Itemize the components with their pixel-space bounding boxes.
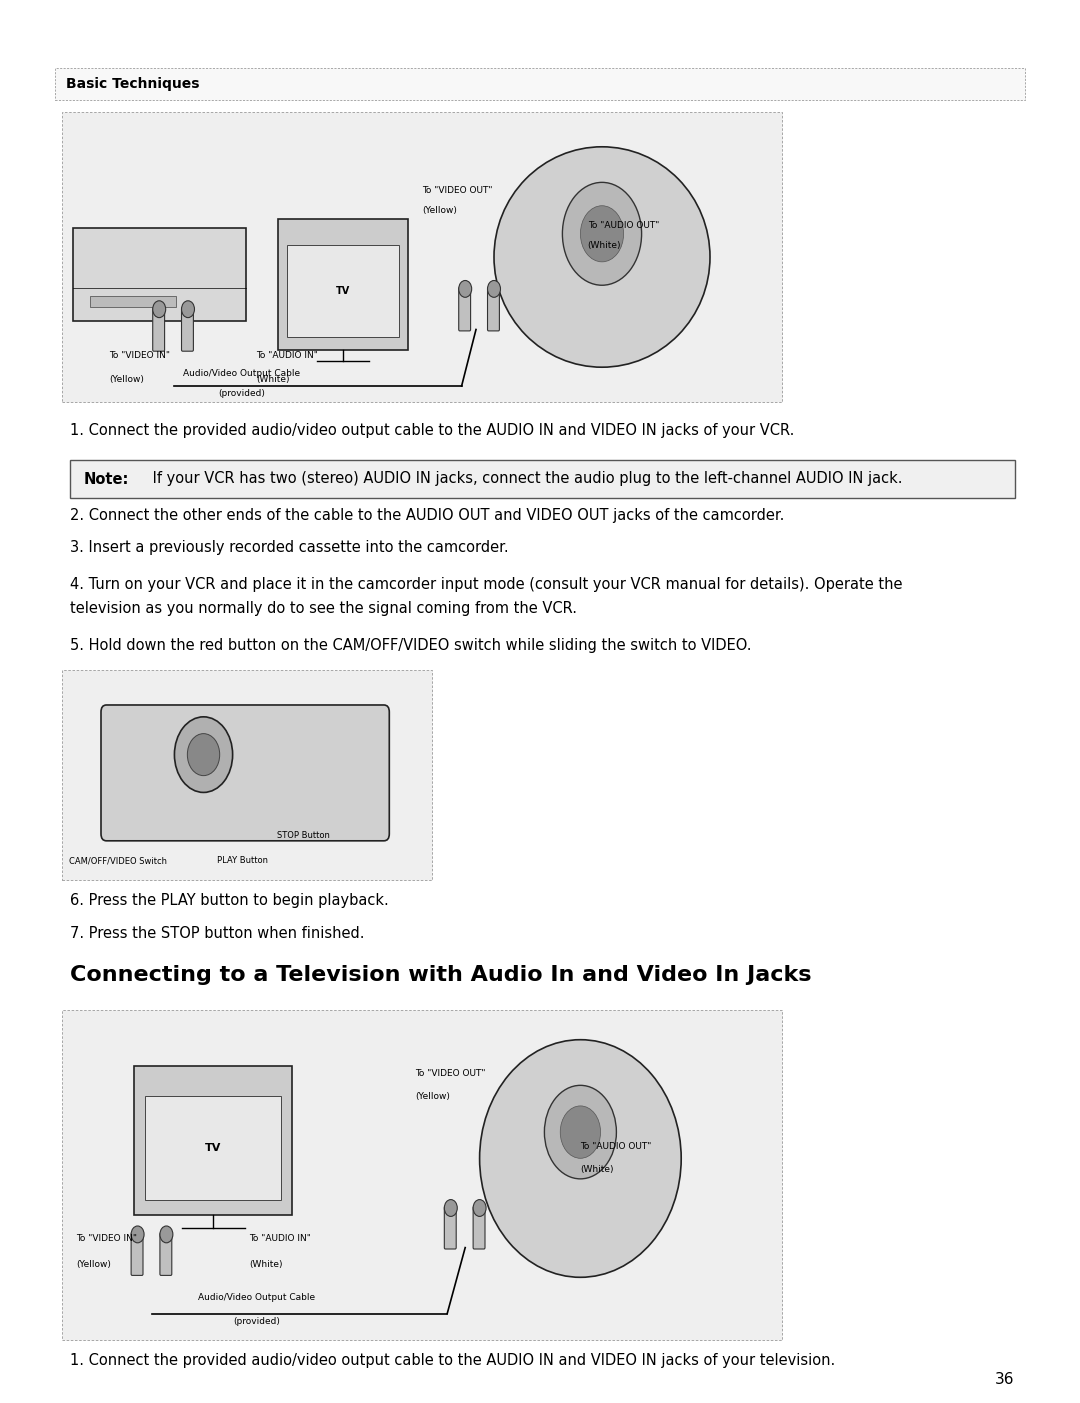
Text: Basic Techniques: Basic Techniques	[66, 77, 200, 91]
Text: TV: TV	[205, 1143, 221, 1153]
Text: (White): (White)	[256, 375, 289, 383]
FancyBboxPatch shape	[459, 288, 471, 331]
Text: Note:: Note:	[83, 471, 129, 487]
Text: To "AUDIO IN": To "AUDIO IN"	[256, 352, 319, 361]
FancyBboxPatch shape	[160, 1233, 172, 1275]
Text: STOP Button: STOP Button	[276, 831, 329, 840]
Text: (Yellow): (Yellow)	[109, 375, 144, 383]
Circle shape	[544, 1086, 617, 1179]
FancyBboxPatch shape	[62, 1010, 782, 1340]
Circle shape	[473, 1200, 486, 1216]
Text: To "AUDIO OUT": To "AUDIO OUT"	[588, 222, 659, 230]
Circle shape	[187, 734, 219, 776]
Text: 1. Connect the provided audio/video output cable to the AUDIO IN and VIDEO IN ja: 1. Connect the provided audio/video outp…	[70, 422, 795, 438]
Text: TV: TV	[336, 286, 350, 296]
Bar	[72, 229, 245, 321]
Circle shape	[131, 1226, 144, 1243]
Text: To "VIDEO OUT": To "VIDEO OUT"	[422, 187, 492, 195]
Circle shape	[181, 300, 194, 317]
FancyBboxPatch shape	[70, 460, 1015, 498]
Text: Connecting to a Television with Audio In and Video In Jacks: Connecting to a Television with Audio In…	[70, 965, 812, 985]
Bar	[287, 246, 399, 337]
Text: Audio/Video Output Cable: Audio/Video Output Cable	[184, 369, 300, 377]
Text: 4. Turn on your VCR and place it in the camcorder input mode (consult your VCR m: 4. Turn on your VCR and place it in the …	[70, 578, 903, 592]
Text: To "VIDEO IN": To "VIDEO IN"	[109, 352, 170, 361]
Text: (provided): (provided)	[233, 1316, 280, 1326]
Text: (White): (White)	[588, 241, 621, 250]
Text: 7. Press the STOP button when finished.: 7. Press the STOP button when finished.	[70, 926, 365, 941]
Text: 2. Connect the other ends of the cable to the AUDIO OUT and VIDEO OUT jacks of t: 2. Connect the other ends of the cable t…	[70, 508, 784, 522]
Bar	[145, 1096, 281, 1200]
Text: 36: 36	[995, 1372, 1014, 1388]
Text: (White): (White)	[249, 1260, 283, 1270]
Bar	[90, 296, 176, 307]
Circle shape	[561, 1106, 600, 1159]
Text: (Yellow): (Yellow)	[415, 1092, 449, 1101]
FancyBboxPatch shape	[102, 704, 389, 840]
Text: To "VIDEO OUT": To "VIDEO OUT"	[415, 1069, 485, 1078]
Text: CAM/OFF/VIDEO Switch: CAM/OFF/VIDEO Switch	[69, 856, 167, 866]
Text: Audio/Video Output Cable: Audio/Video Output Cable	[198, 1294, 315, 1302]
FancyBboxPatch shape	[55, 67, 1025, 100]
Text: 6. Press the PLAY button to begin playback.: 6. Press the PLAY button to begin playba…	[70, 892, 389, 908]
Circle shape	[160, 1226, 173, 1243]
Ellipse shape	[480, 1040, 681, 1277]
Text: 1. Connect the provided audio/video output cable to the AUDIO IN and VIDEO IN ja: 1. Connect the provided audio/video outp…	[70, 1352, 836, 1368]
FancyBboxPatch shape	[152, 307, 164, 351]
Text: 3. Insert a previously recorded cassette into the camcorder.: 3. Insert a previously recorded cassette…	[70, 540, 509, 556]
Text: (Yellow): (Yellow)	[77, 1260, 111, 1270]
FancyBboxPatch shape	[131, 1233, 143, 1275]
Bar	[134, 1066, 293, 1215]
Text: To "AUDIO OUT": To "AUDIO OUT"	[580, 1142, 651, 1150]
FancyBboxPatch shape	[62, 112, 782, 403]
Ellipse shape	[494, 147, 710, 368]
Text: (White): (White)	[580, 1164, 613, 1174]
Circle shape	[175, 717, 232, 793]
Circle shape	[459, 281, 472, 297]
Text: PLAY Button: PLAY Button	[217, 856, 269, 866]
Text: 5. Hold down the red button on the CAM/OFF/VIDEO switch while sliding the switch: 5. Hold down the red button on the CAM/O…	[70, 637, 752, 652]
Circle shape	[487, 281, 500, 297]
Circle shape	[580, 206, 623, 262]
Text: To "AUDIO IN": To "AUDIO IN"	[249, 1235, 311, 1243]
FancyBboxPatch shape	[62, 671, 432, 880]
Circle shape	[563, 182, 642, 285]
Circle shape	[152, 300, 165, 317]
Text: (provided): (provided)	[218, 389, 266, 398]
FancyBboxPatch shape	[473, 1207, 485, 1249]
Text: (Yellow): (Yellow)	[422, 206, 457, 216]
FancyBboxPatch shape	[181, 307, 193, 351]
FancyBboxPatch shape	[444, 1207, 456, 1249]
Text: To "VIDEO IN": To "VIDEO IN"	[77, 1235, 137, 1243]
FancyBboxPatch shape	[487, 288, 499, 331]
Circle shape	[444, 1200, 457, 1216]
Text: television as you normally do to see the signal coming from the VCR.: television as you normally do to see the…	[70, 600, 577, 616]
Bar	[278, 219, 407, 349]
Text: If your VCR has two (stereo) AUDIO IN jacks, connect the audio plug to the left-: If your VCR has two (stereo) AUDIO IN ja…	[148, 471, 903, 487]
